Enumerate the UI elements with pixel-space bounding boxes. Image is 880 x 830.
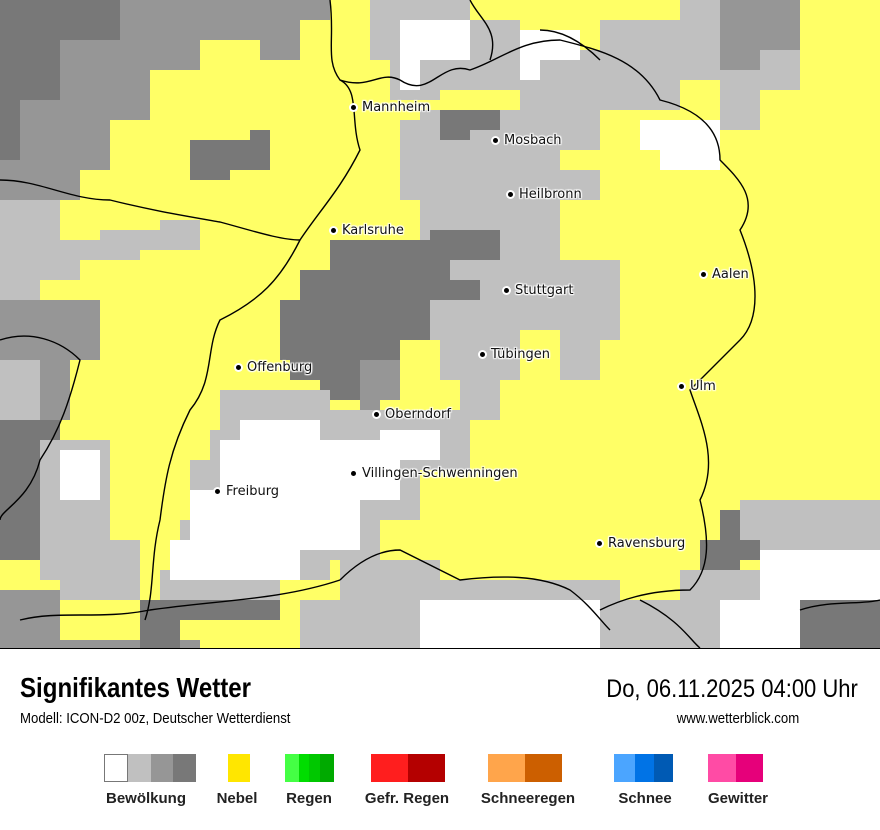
legend-swatch (525, 754, 562, 782)
city-ravensburg: Ravensburg (597, 536, 685, 551)
city-stuttgart: Stuttgart (504, 283, 573, 298)
legend-swatch (635, 754, 654, 782)
city-dot-icon (374, 412, 379, 417)
city-dot-icon (504, 288, 509, 293)
city-dot-icon (679, 384, 684, 389)
city-oberndorf: Oberndorf (374, 407, 451, 422)
map-layer (0, 0, 880, 648)
legend-label: Gewitter (707, 790, 769, 807)
city-label: Aalen (712, 267, 749, 282)
city-label: Mosbach (504, 133, 562, 148)
legend-swatch (285, 754, 299, 782)
legend-swatch (128, 754, 151, 782)
legend-label: Nebel (216, 790, 258, 807)
legend-swatch (736, 754, 763, 782)
legend-swatch (309, 754, 320, 782)
legend-swatches (488, 754, 562, 782)
legend-swatch (228, 754, 250, 782)
city-dot-icon (236, 365, 241, 370)
model-subtitle: Modell: ICON-D2 00z, Deutscher Wetterdie… (20, 710, 291, 727)
cloud-cover (0, 0, 880, 648)
forecast-datetime: Do, 06.11.2025 04:00 Uhr (606, 675, 858, 703)
weather-map: Mannheim Mosbach Heilbronn Karlsruhe Aal… (0, 0, 880, 649)
legend-swatch (488, 754, 525, 782)
city-ulm: Ulm (679, 379, 716, 394)
city-dot-icon (701, 272, 706, 277)
city-label: Heilbronn (519, 187, 582, 202)
page-title: Signifikantes Wetter (20, 672, 252, 703)
legend-swatch (708, 754, 736, 782)
legend-swatch (654, 754, 673, 782)
legend-swatches (614, 754, 673, 782)
legend-swatches (104, 754, 196, 782)
city-label: Stuttgart (515, 283, 574, 298)
city-heilbronn: Heilbronn (508, 187, 582, 202)
city-label: Tübingen (491, 347, 550, 362)
city-label: Freiburg (226, 484, 280, 499)
city-label: Ravensburg (608, 536, 686, 551)
city-offenburg: Offenburg (236, 360, 312, 375)
legend-swatch (320, 754, 334, 782)
city-dot-icon (215, 489, 220, 494)
city-dot-icon (331, 228, 336, 233)
legend-label: Schneeregen (480, 790, 576, 807)
city-label: Oberndorf (385, 407, 451, 422)
legend-swatches (708, 754, 763, 782)
city-label: Ulm (690, 379, 716, 394)
city-label: Mannheim (362, 100, 431, 115)
website-link[interactable]: www.wetterblick.com (676, 710, 799, 727)
legend-swatches (371, 754, 445, 782)
city-dot-icon (351, 471, 356, 476)
legend-label: Bewölkung (105, 790, 187, 807)
city-label: Karlsruhe (342, 223, 404, 238)
legend-swatch (408, 754, 445, 782)
legend-swatches (285, 754, 334, 782)
city-label: Villingen-Schwenningen (362, 466, 518, 481)
city-freiburg: Freiburg (215, 484, 279, 499)
city-dot-icon (508, 192, 513, 197)
legend-label: Regen (286, 790, 332, 807)
legend-swatch (104, 754, 128, 782)
legend-label: Schnee (618, 790, 672, 807)
city-villingen-schwenningen: Villingen-Schwenningen (351, 466, 518, 481)
legend-swatch (371, 754, 408, 782)
city-tuebingen: Tübingen (480, 347, 550, 362)
city-dot-icon (493, 138, 498, 143)
legend-label: Gefr. Regen (364, 790, 450, 807)
city-mannheim: Mannheim (351, 100, 430, 115)
legend-swatch (614, 754, 635, 782)
legend-swatch (151, 754, 173, 782)
legend-swatch (173, 754, 196, 782)
city-karlsruhe: Karlsruhe (331, 223, 404, 238)
legend-swatch (299, 754, 309, 782)
borders (0, 0, 880, 648)
city-dot-icon (351, 105, 356, 110)
legend-swatches (228, 754, 250, 782)
city-label: Offenburg (247, 360, 313, 375)
city-mosbach: Mosbach (493, 133, 562, 148)
city-dot-icon (480, 352, 485, 357)
city-dot-icon (597, 541, 602, 546)
city-aalen: Aalen (701, 267, 749, 282)
